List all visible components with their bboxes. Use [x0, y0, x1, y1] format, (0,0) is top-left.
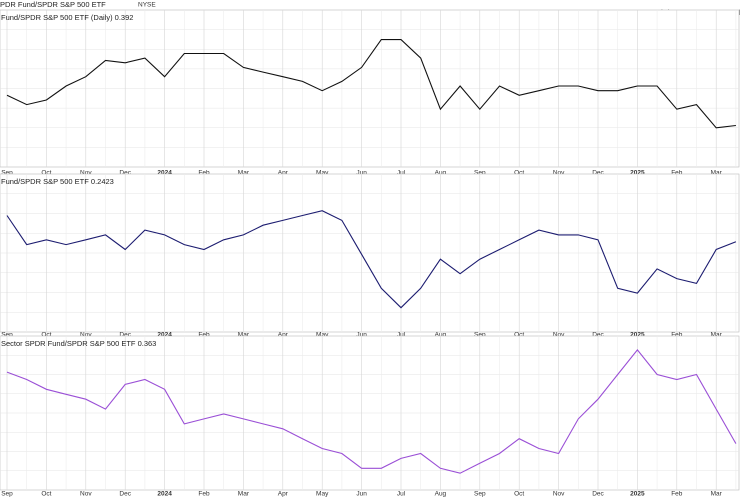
x-tick-label: Mar — [711, 170, 723, 177]
x-tick-label: Jul — [397, 491, 406, 498]
x-tick-label: Dec — [592, 491, 604, 498]
x-tick-label: Jul — [397, 332, 406, 339]
x-tick-label: Sep — [474, 332, 486, 339]
x-tick-label: Nov — [80, 332, 92, 339]
x-tick-label: Dec — [119, 491, 131, 498]
x-tick-label: May — [316, 491, 329, 498]
price-line — [6, 349, 737, 474]
x-tick-label: Aug — [435, 491, 447, 498]
x-tick-label: Apr — [278, 491, 289, 498]
x-tick-label: Oct — [514, 170, 524, 177]
x-tick-label: May — [316, 332, 329, 339]
x-tick-label: Mar — [711, 491, 723, 498]
panel-title: Sector SPDR Fund/SPDR S&P 500 ETF 0.363 — [1, 339, 156, 348]
x-tick-label: Oct — [41, 170, 51, 177]
x-tick-label: Feb — [198, 170, 210, 177]
x-tick-label: Nov — [553, 332, 565, 339]
x-tick-label: Jun — [356, 170, 367, 177]
x-tick-label: Oct — [41, 491, 51, 498]
x-tick-label: Mar — [238, 491, 250, 498]
panel-title: Fund/SPDR S&P 500 ETF (Daily) 0.392 — [1, 13, 133, 22]
x-tick-label: Nov — [553, 170, 565, 177]
x-tick-label: Feb — [671, 332, 683, 339]
x-tick-label: Aug — [435, 332, 447, 339]
x-tick-label: Nov — [80, 491, 92, 498]
x-tick-label: Dec — [592, 170, 604, 177]
x-tick-label: Sep — [1, 491, 13, 498]
x-tick-label: Oct — [41, 332, 51, 339]
x-tick-label: 2025 — [630, 491, 645, 498]
x-tick-label: Oct — [514, 491, 524, 498]
x-tick-label: 2025 — [630, 332, 645, 339]
price-line — [6, 39, 736, 129]
x-tick-label: Mar — [238, 332, 250, 339]
x-tick-label: Feb — [671, 170, 683, 177]
x-tick-label: Mar — [238, 170, 250, 177]
x-tick-label: 2024 — [157, 332, 172, 339]
x-tick-label: Sep — [474, 491, 486, 498]
symbol-title: PDR Fund/SPDR S&P 500 ETF — [0, 0, 106, 9]
x-tick-label: Mar — [711, 332, 723, 339]
x-tick-label: Dec — [119, 170, 131, 177]
x-tick-label: Aug — [435, 170, 447, 177]
x-tick-label: Nov — [80, 170, 92, 177]
panel-title: Fund/SPDR S&P 500 ETF 0.2423 — [1, 177, 114, 186]
x-tick-label: 2024 — [157, 491, 172, 498]
x-tick-label: Oct — [514, 332, 524, 339]
x-tick-label: Jul — [397, 170, 406, 177]
x-tick-label: Apr — [278, 170, 289, 177]
x-tick-label: Jun — [356, 491, 367, 498]
exchange: NYSE — [138, 2, 156, 9]
x-tick-label: Feb — [198, 332, 210, 339]
x-tick-label: Apr — [278, 332, 289, 339]
x-tick-label: Dec — [592, 332, 604, 339]
x-tick-label: Feb — [198, 491, 210, 498]
x-tick-label: Dec — [119, 332, 131, 339]
x-tick-label: 2024 — [157, 170, 172, 177]
x-tick-label: Sep — [1, 332, 13, 339]
x-tick-label: May — [316, 170, 329, 177]
price-line — [6, 210, 737, 309]
x-tick-label: Sep — [1, 170, 13, 177]
x-tick-label: Feb — [671, 491, 683, 498]
x-tick-label: 2025 — [630, 170, 645, 177]
x-tick-label: Sep — [474, 170, 486, 177]
x-tick-label: Jun — [356, 332, 367, 339]
x-tick-label: Nov — [553, 491, 565, 498]
